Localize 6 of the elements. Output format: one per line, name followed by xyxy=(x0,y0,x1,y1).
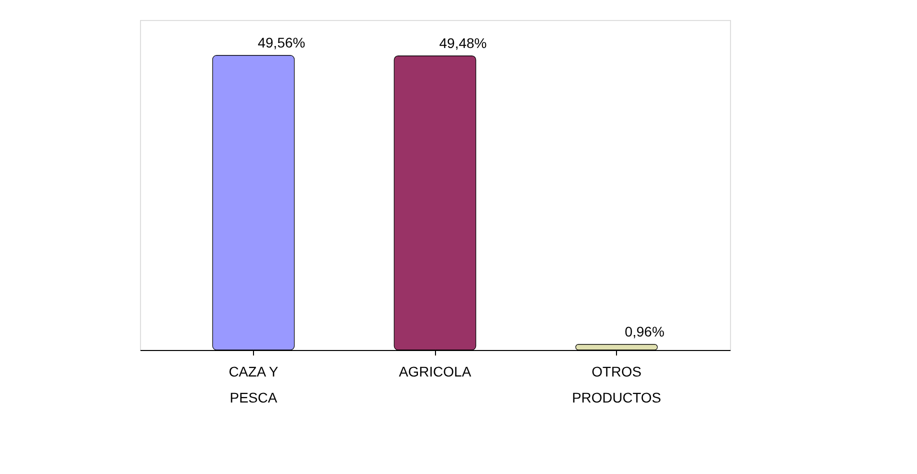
data-label: 49,48% xyxy=(439,34,487,51)
data-label: 0,96% xyxy=(624,323,664,340)
x-tick-label: OTROS PRODUCTOS xyxy=(572,364,662,406)
data-label: 49,56% xyxy=(258,34,306,50)
x-tick-label: AGRICOLA xyxy=(398,364,472,380)
x-tick-label: CAZA Y PESCA xyxy=(228,364,279,406)
